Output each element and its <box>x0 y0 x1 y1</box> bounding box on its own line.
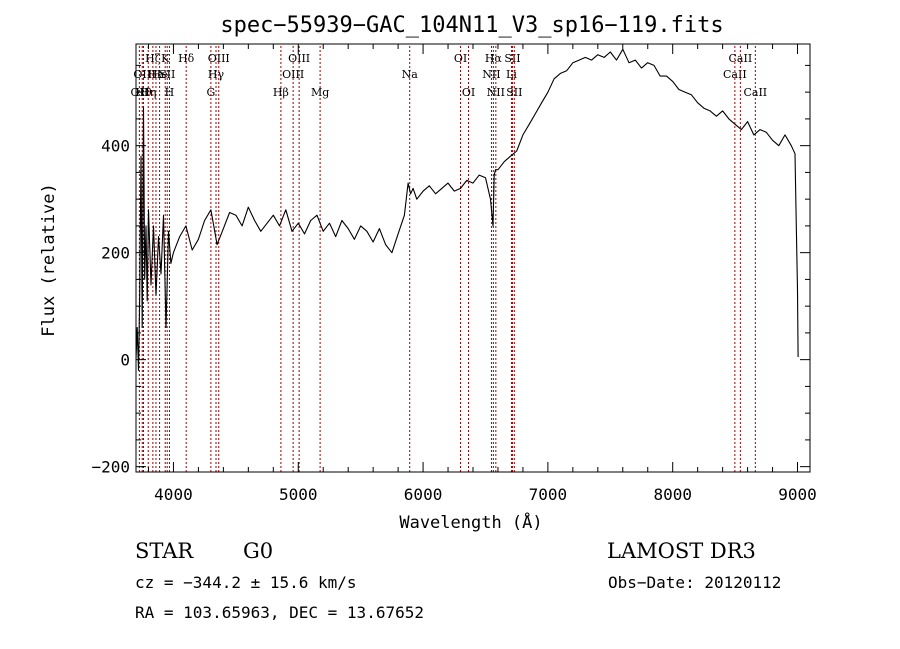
line-marker-label: NII <box>487 86 505 99</box>
line-marker-label: SII <box>506 86 522 99</box>
line-marker-label: K <box>161 52 170 65</box>
y-tick-label: 200 <box>101 244 130 263</box>
x-axis-label: Wavelength (Å) <box>399 511 542 533</box>
line-marker-label: H <box>165 86 175 99</box>
line-marker-label: OIII <box>208 52 230 65</box>
x-tick-label: 8000 <box>653 485 692 504</box>
chart-title: spec−55939−GAC_104N11_V3_sp16−119.fits <box>220 13 723 38</box>
x-tick-label: 4000 <box>154 485 193 504</box>
x-tick-label: 9000 <box>778 485 817 504</box>
line-marker-label: CaII <box>723 68 747 81</box>
spectrum-series-line <box>135 48 799 371</box>
line-marker-label: Hδ <box>178 52 195 65</box>
x-tick-label: 7000 <box>529 485 568 504</box>
line-marker-label: OIII <box>282 68 304 81</box>
line-marker-label: Mg <box>311 86 329 99</box>
line-marker-label: Hζ <box>145 52 161 65</box>
line-marker-label: OI <box>462 86 475 99</box>
plot-frame <box>135 43 811 473</box>
y-axis-label: Flux (relative) <box>39 183 59 337</box>
x-tick-label: 5000 <box>279 485 318 504</box>
line-marker-label: He <box>152 68 168 81</box>
line-marker-label: Hη <box>140 86 156 99</box>
emission-line-markers: OIIOIIHθHηHζHeHeKSIIHHδGHγOIIIHβOIIIOIII… <box>131 46 767 472</box>
object-class-label: STAR <box>135 539 194 563</box>
y-tick-label: 400 <box>101 137 130 156</box>
line-marker-label: CaII <box>729 52 753 65</box>
y-tick-label: 0 <box>120 351 130 370</box>
x-tick-label: 6000 <box>404 485 443 504</box>
line-marker-label: Na <box>402 68 419 81</box>
survey-release-label: LAMOST DR3 <box>607 539 756 563</box>
x-axis: 4000 5000 6000 7000 8000 9000 <box>147 44 817 504</box>
line-marker-label: SII <box>504 52 520 65</box>
line-marker-label: G <box>206 86 215 99</box>
line-marker-label: OIII <box>288 52 310 65</box>
line-marker-label: NII <box>482 68 500 81</box>
y-axis: −200 0 200 400 <box>91 64 810 477</box>
observation-date-label: Obs−Date: 20120112 <box>608 573 782 592</box>
redshift-velocity-label: cz = −344.2 ± 15.6 km/s <box>135 573 357 592</box>
coordinates-label: RA = 103.65963, DEC = 13.67652 <box>135 603 424 622</box>
line-marker-label: CaII <box>743 86 767 99</box>
line-marker-label: SII <box>159 68 175 81</box>
line-marker-label: Hα <box>485 52 503 65</box>
line-marker-label: OI <box>454 52 467 65</box>
line-marker-label: Hγ <box>208 68 225 81</box>
line-marker-label: OII <box>133 68 151 81</box>
line-marker-label: Hβ <box>273 86 289 99</box>
line-marker-label: Li <box>506 68 517 81</box>
y-tick-label: −200 <box>91 458 130 477</box>
spectral-subclass-label: G0 <box>243 539 274 563</box>
